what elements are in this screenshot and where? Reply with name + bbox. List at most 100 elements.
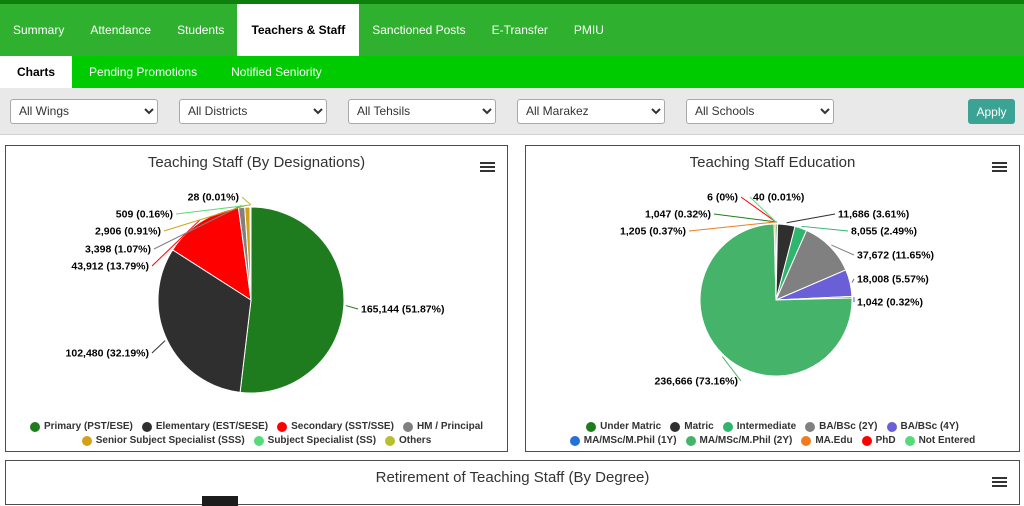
data-label: 165,144 (51.87%) xyxy=(361,304,444,316)
legend-item[interactable]: PhD xyxy=(862,435,896,446)
label-connector xyxy=(714,214,777,222)
sub-nav: Charts Pending Promotions Notified Senio… xyxy=(0,56,1024,88)
filter-bar: All Wings All Districts All Tehsils All … xyxy=(0,88,1024,135)
legend-label: BA/BSc (2Y) xyxy=(819,421,877,432)
legend-item[interactable]: BA/BSc (4Y) xyxy=(887,421,959,432)
legend-swatch-icon xyxy=(30,422,40,432)
schools-select[interactable]: All Schools xyxy=(686,99,834,124)
legend-item[interactable]: Intermediate xyxy=(723,421,796,432)
legend-item[interactable]: Primary (PST/ESE) xyxy=(30,421,133,432)
nav-item-students[interactable]: Students xyxy=(164,4,237,56)
legend-swatch-icon xyxy=(905,436,915,446)
nav-item-sanctioned-posts[interactable]: Sanctioned Posts xyxy=(359,4,478,56)
legend-item[interactable]: Secondary (SST/SSE) xyxy=(277,421,394,432)
legend-label: Subject Specialist (SS) xyxy=(268,435,376,446)
legend-item[interactable]: Others xyxy=(385,435,431,446)
data-label: 6 (0%) xyxy=(707,192,738,204)
data-label: 1,047 (0.32%) xyxy=(645,209,711,221)
legend-label: Matric xyxy=(684,421,713,432)
legend-label: Under Matric xyxy=(600,421,661,432)
legend-swatch-icon xyxy=(385,436,395,446)
data-label: 1,205 (0.37%) xyxy=(620,226,686,238)
chart-menu-button[interactable] xyxy=(992,156,1009,169)
data-label: 8,055 (2.49%) xyxy=(851,226,917,238)
legend-label: PhD xyxy=(876,435,896,446)
legend-swatch-icon xyxy=(686,436,696,446)
legend-item[interactable]: Elementary (EST/SESE) xyxy=(142,421,268,432)
legend-label: Not Entered xyxy=(919,435,976,446)
legend-swatch-icon xyxy=(586,422,596,432)
chart-menu-button[interactable] xyxy=(480,156,497,169)
charts-row: Teaching Staff (By Designations) 165,144… xyxy=(0,135,1024,460)
nav-item-attendance[interactable]: Attendance xyxy=(77,4,164,56)
wings-select[interactable]: All Wings xyxy=(10,99,158,124)
legend-label: Others xyxy=(399,435,431,446)
legend-swatch-icon xyxy=(82,436,92,446)
legend-item[interactable]: MA.Edu xyxy=(801,435,852,446)
legend-label: MA.Edu xyxy=(815,435,852,446)
designations-pie-chart: 165,144 (51.87%) 102,480 (32.19%) 43,912 (… xyxy=(6,173,507,407)
nav-item-summary[interactable]: Summary xyxy=(0,4,77,56)
tehsils-select[interactable]: All Tehsils xyxy=(348,99,496,124)
legend-label: BA/BSc (4Y) xyxy=(901,421,959,432)
legend-swatch-icon xyxy=(403,422,413,432)
tab-charts[interactable]: Charts xyxy=(0,56,72,88)
label-connector xyxy=(346,306,358,309)
data-label: 102,480 (32.19%) xyxy=(66,348,149,360)
legend-item[interactable]: HM / Principal xyxy=(403,421,483,432)
data-label: 2,906 (0.91%) xyxy=(95,226,161,238)
nav-item-e-transfer[interactable]: E-Transfer xyxy=(479,4,561,56)
chart-title: Teaching Staff Education xyxy=(526,154,1019,171)
marakez-select[interactable]: All Marakez xyxy=(517,99,665,124)
districts-select[interactable]: All Districts xyxy=(179,99,327,124)
legend-item[interactable]: Senior Subject Specialist (SSS) xyxy=(82,435,245,446)
chart-panel-designations: Teaching Staff (By Designations) 165,144… xyxy=(5,145,508,452)
legend-label: Senior Subject Specialist (SSS) xyxy=(96,435,245,446)
data-label: 40 (0.01%) xyxy=(753,192,804,204)
data-label: 11,686 (3.61%) xyxy=(838,209,909,221)
data-label: 37,672 (11.65%) xyxy=(857,250,934,262)
legend-swatch-icon xyxy=(277,422,287,432)
main-nav: Summary Attendance Students Teachers & S… xyxy=(0,4,1024,56)
legend-item[interactable]: Under Matric xyxy=(586,421,661,432)
hamburger-menu-icon xyxy=(992,477,1007,479)
legend-label: Elementary (EST/SESE) xyxy=(156,421,268,432)
legend-swatch-icon xyxy=(670,422,680,432)
legend-item[interactable]: Subject Specialist (SS) xyxy=(254,435,376,446)
legend-swatch-icon xyxy=(254,436,264,446)
data-label: 509 (0.16%) xyxy=(116,209,173,221)
legend-item[interactable]: BA/BSc (2Y) xyxy=(805,421,877,432)
hamburger-menu-icon xyxy=(992,162,1007,164)
legend-swatch-icon xyxy=(570,436,580,446)
chart-title: Retirement of Teaching Staff (By Degree) xyxy=(6,469,1019,486)
data-label: 3,398 (1.07%) xyxy=(85,244,151,256)
partial-chart-element xyxy=(202,496,238,506)
legend-item[interactable]: MA/MSc/M.Phil (1Y) xyxy=(570,435,677,446)
legend-item[interactable]: Matric xyxy=(670,421,713,432)
nav-item-teachers-staff[interactable]: Teachers & Staff xyxy=(237,4,359,56)
label-connector xyxy=(787,214,835,223)
pie-slice[interactable] xyxy=(240,207,344,393)
tab-notified-seniority[interactable]: Notified Seniority xyxy=(214,56,339,88)
tab-pending-promotions[interactable]: Pending Promotions xyxy=(72,56,214,88)
chart-legend: Primary (PST/ESE) Elementary (EST/SESE) Se… xyxy=(12,421,501,446)
apply-button[interactable]: Apply xyxy=(968,99,1015,124)
chart-panel-retirement: Retirement of Teaching Staff (By Degree) xyxy=(5,460,1020,505)
data-label: 43,912 (13.79%) xyxy=(71,261,149,273)
legend-item[interactable]: MA/MSc/M.Phil (2Y) xyxy=(686,435,793,446)
data-label: 236,666 (73.16%) xyxy=(655,376,738,388)
data-label: 28 (0.01%) xyxy=(188,192,239,204)
legend-label: Intermediate xyxy=(737,421,796,432)
chart-legend: Under Matric Matric Intermediate BA/BSc (2Y… xyxy=(532,421,1013,446)
chart-menu-button[interactable] xyxy=(992,471,1009,484)
nav-item-pmiu[interactable]: PMIU xyxy=(561,4,617,56)
data-label: 18,008 (5.57%) xyxy=(857,274,929,286)
legend-swatch-icon xyxy=(723,422,733,432)
legend-item[interactable]: Not Entered xyxy=(905,435,976,446)
legend-swatch-icon xyxy=(801,436,811,446)
legend-swatch-icon xyxy=(142,422,152,432)
legend-swatch-icon xyxy=(862,436,872,446)
label-connector xyxy=(802,226,848,231)
legend-label: Secondary (SST/SSE) xyxy=(291,421,394,432)
hamburger-menu-icon xyxy=(480,162,495,164)
